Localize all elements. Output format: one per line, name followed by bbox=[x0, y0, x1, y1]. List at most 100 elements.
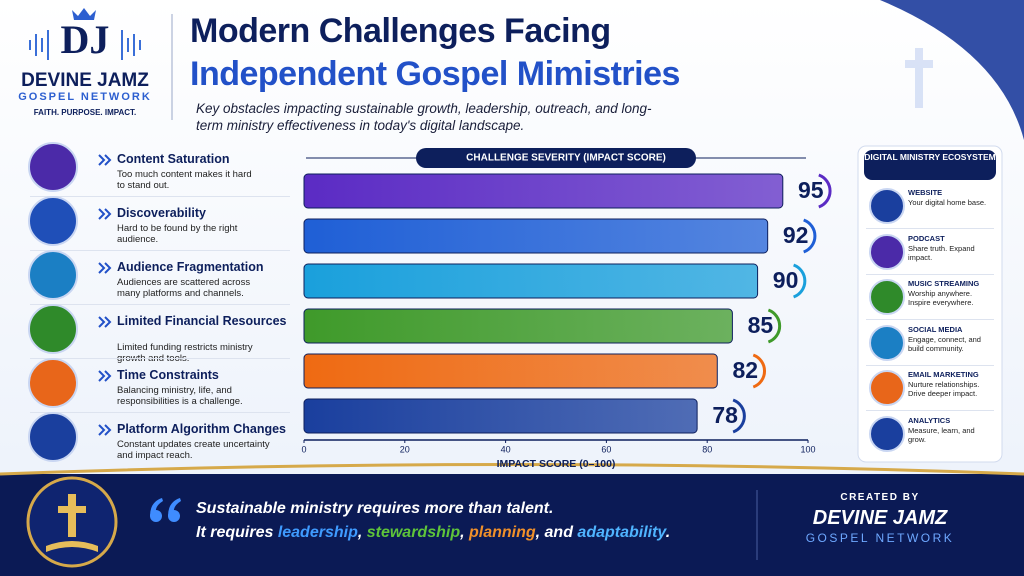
chevron-path bbox=[98, 424, 112, 436]
value-arc bbox=[792, 263, 807, 299]
row-divider bbox=[30, 196, 290, 197]
ecosystem-name: PODCAST bbox=[908, 233, 945, 243]
challenge-icon bbox=[28, 358, 78, 408]
row-divider bbox=[30, 412, 290, 413]
challenge-icon bbox=[28, 196, 78, 246]
credit-network: GOSPEL NETWORK bbox=[805, 531, 955, 545]
title-line2: Independent Gospel Mimistries bbox=[190, 55, 680, 93]
ecosystem-name: MUSIC STREAMING bbox=[908, 279, 980, 288]
quote-line2: It requires leadership, stewardship, pla… bbox=[196, 524, 670, 542]
ecosystem-icon bbox=[869, 279, 905, 315]
credit-label: CREATED BY bbox=[840, 492, 920, 503]
chart-title-pill bbox=[416, 148, 696, 168]
chevron bbox=[98, 208, 112, 220]
challenge-description: Balancing ministry, life, and responsibi… bbox=[117, 385, 243, 407]
bar bbox=[303, 353, 718, 389]
logo-network: GOSPEL NETWORK bbox=[18, 91, 152, 103]
chevron bbox=[98, 262, 112, 274]
chevron bbox=[98, 154, 112, 166]
chart-title: CHALLENGE SEVERITY (IMPACT SCORE) bbox=[466, 153, 666, 164]
quote-segment: It requires bbox=[196, 524, 278, 541]
bar bbox=[303, 263, 759, 299]
logo-wave bbox=[29, 30, 141, 60]
ecosystem-icon bbox=[869, 233, 905, 270]
chevron-path bbox=[98, 208, 112, 220]
title-line1: Modern Challenges Facing bbox=[190, 12, 611, 50]
ecosystem-name: SOCIAL MEDIA bbox=[908, 324, 963, 334]
challenge-title: Time Constraints bbox=[117, 368, 219, 382]
quote-line1: Sustainable ministry requires more than … bbox=[196, 500, 554, 517]
quote-segment: adaptability bbox=[577, 524, 666, 541]
x-tick-label: 40 bbox=[501, 444, 511, 454]
row-divider bbox=[866, 228, 994, 229]
quote-segment: leadership bbox=[277, 524, 358, 541]
row-divider bbox=[30, 250, 290, 251]
footer-cross bbox=[58, 494, 86, 537]
x-axis-title: IMPACT SCORE (0–100) bbox=[497, 458, 616, 470]
challenge-description: Audiences are scattered across many plat… bbox=[117, 277, 251, 299]
x-tick-label: 20 bbox=[400, 444, 410, 454]
chevron bbox=[98, 424, 112, 436]
corner-swoosh bbox=[880, 0, 1024, 140]
ecosystem-icon bbox=[869, 415, 905, 452]
challenge-icon bbox=[28, 142, 78, 192]
challenge-description: Limited funding restricts ministry growt… bbox=[117, 342, 253, 364]
footer-book bbox=[46, 541, 98, 552]
value-arc bbox=[767, 308, 782, 344]
bar bbox=[303, 308, 733, 344]
bar bbox=[303, 218, 769, 254]
logo-brand: DEVINE JAMZ bbox=[21, 70, 149, 91]
ecosystem-icon bbox=[869, 188, 905, 224]
challenge-title: Platform Algorithm Changes bbox=[117, 422, 286, 436]
value-arc bbox=[803, 218, 817, 254]
x-tick-label: 80 bbox=[702, 444, 712, 454]
row-divider bbox=[866, 364, 994, 366]
ecosystem-name: WEBSITE bbox=[908, 188, 943, 197]
ecosystem-name: EMAIL MARKETING bbox=[908, 370, 979, 379]
footer-rule bbox=[0, 463, 1024, 476]
x-tick-label: 60 bbox=[601, 444, 611, 454]
x-tick-label: 100 bbox=[800, 444, 815, 454]
ecosystem-icon bbox=[869, 370, 905, 406]
x-tick-label: 0 bbox=[301, 444, 306, 454]
row-divider bbox=[30, 304, 290, 305]
ecosystem-description: Worship anywhere. Inspire everywhere. bbox=[908, 289, 974, 307]
ecosystem-description: Share truth. Expand impact. bbox=[908, 243, 975, 262]
chevron bbox=[98, 316, 112, 328]
credit-brand: DEVINE JAMZ bbox=[812, 507, 948, 529]
ecosystem-description: Measure, learn, and grow. bbox=[908, 425, 975, 444]
quote-segment: , bbox=[357, 524, 367, 541]
row-divider bbox=[866, 410, 994, 411]
challenge-title: Content Saturation bbox=[117, 152, 230, 166]
row-divider bbox=[866, 319, 994, 320]
quote-segment: stewardship bbox=[366, 524, 461, 541]
challenge-title: Audience Fragmentation bbox=[117, 260, 264, 274]
value-arc bbox=[732, 398, 746, 434]
logo-monogram: DJ bbox=[60, 17, 110, 62]
bar bbox=[303, 173, 784, 209]
challenge-icon bbox=[28, 412, 78, 462]
value-label: 90 bbox=[773, 267, 799, 293]
bar-chart: CHALLENGE SEVERITY (IMPACT SCORE) 95 92 90 8… bbox=[301, 148, 832, 470]
chevron bbox=[98, 370, 112, 382]
logo-tagline: FAITH. PURPOSE. IMPACT. bbox=[33, 108, 137, 117]
value-label: 95 bbox=[798, 177, 824, 203]
value-arc bbox=[752, 353, 766, 389]
challenge-title: Discoverability bbox=[117, 206, 206, 220]
ecosystem-title-pill bbox=[864, 150, 996, 180]
challenge-icon bbox=[28, 304, 78, 354]
quote-segment: planning bbox=[468, 524, 536, 541]
chevron-path bbox=[98, 370, 112, 382]
ecosystem-description: Engage, connect, and build community. bbox=[908, 334, 981, 353]
ecosystem-description: Your digital home base. bbox=[908, 198, 987, 207]
value-label: 92 bbox=[783, 222, 809, 248]
value-label: 78 bbox=[712, 402, 738, 428]
quote-segment: . bbox=[665, 524, 671, 541]
chevron-path bbox=[98, 154, 112, 166]
cross-icon bbox=[905, 48, 933, 108]
row-divider bbox=[866, 273, 994, 275]
chevron-path bbox=[98, 262, 112, 274]
challenge-description: Constant updates create uncertainty and … bbox=[117, 439, 270, 461]
